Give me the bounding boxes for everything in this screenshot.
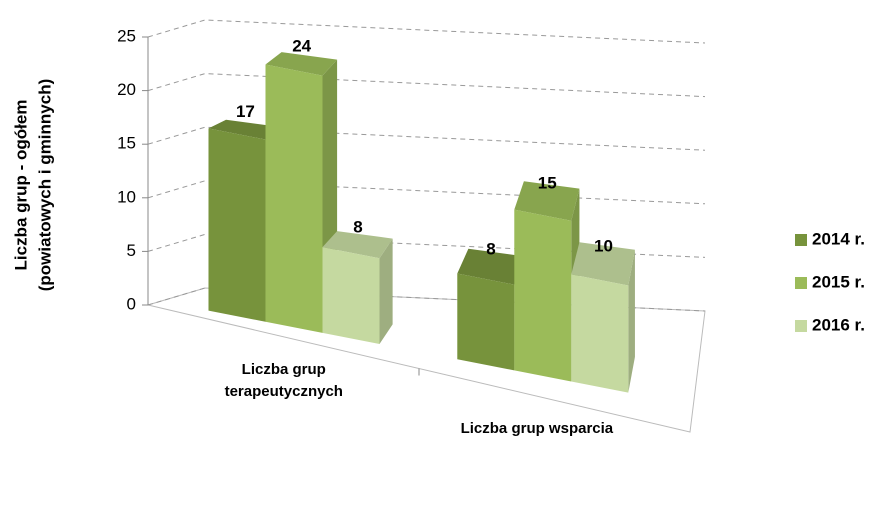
- legend-swatch: [795, 320, 807, 332]
- data-label: 8: [353, 217, 362, 236]
- x-tick-label: Liczba grup terapeutycznych: [224, 360, 343, 400]
- grid-line: [147, 233, 706, 258]
- bar: [457, 273, 515, 371]
- data-label: 24: [292, 36, 311, 55]
- bar-top: [571, 242, 635, 286]
- data-label: 10: [594, 236, 613, 255]
- y-tick-label: 5: [127, 241, 136, 260]
- legend-swatch: [795, 277, 807, 289]
- y-tick-label: 0: [127, 294, 136, 313]
- y-tick-label: 10: [117, 187, 136, 206]
- legend-label: 2016 r.: [812, 315, 865, 334]
- y-tick-label: 20: [117, 80, 136, 99]
- bar: [322, 247, 380, 345]
- bar: [208, 128, 266, 322]
- bar: [514, 209, 572, 382]
- data-label: 8: [486, 239, 495, 258]
- grid-line: [147, 287, 706, 312]
- bar: [265, 64, 323, 333]
- x-tick-label: Liczba grup wsparcia: [460, 420, 614, 438]
- data-label: 17: [236, 102, 255, 121]
- y-tick-label: 15: [117, 134, 136, 153]
- grid-line: [147, 73, 706, 98]
- bar-top: [514, 181, 580, 221]
- grid-line: [147, 19, 706, 44]
- bar: [571, 274, 629, 393]
- data-label: 15: [538, 174, 557, 193]
- y-tick-label: 25: [117, 26, 136, 45]
- bar-side: [628, 249, 635, 393]
- bar-top: [208, 119, 282, 140]
- legend-swatch: [795, 234, 807, 246]
- bar-top: [265, 52, 338, 76]
- y-axis-label: (powiatowych i gminnych): [35, 79, 54, 292]
- bar-top: [322, 231, 393, 259]
- bar-side: [379, 238, 393, 345]
- grid-line: [147, 180, 706, 205]
- y-axis-label: Liczba grup - ogółem: [11, 100, 30, 271]
- legend-label: 2014 r.: [812, 229, 865, 248]
- legend-label: 2015 r.: [812, 272, 865, 291]
- bar-top: [457, 248, 524, 285]
- grid-line: [147, 126, 706, 151]
